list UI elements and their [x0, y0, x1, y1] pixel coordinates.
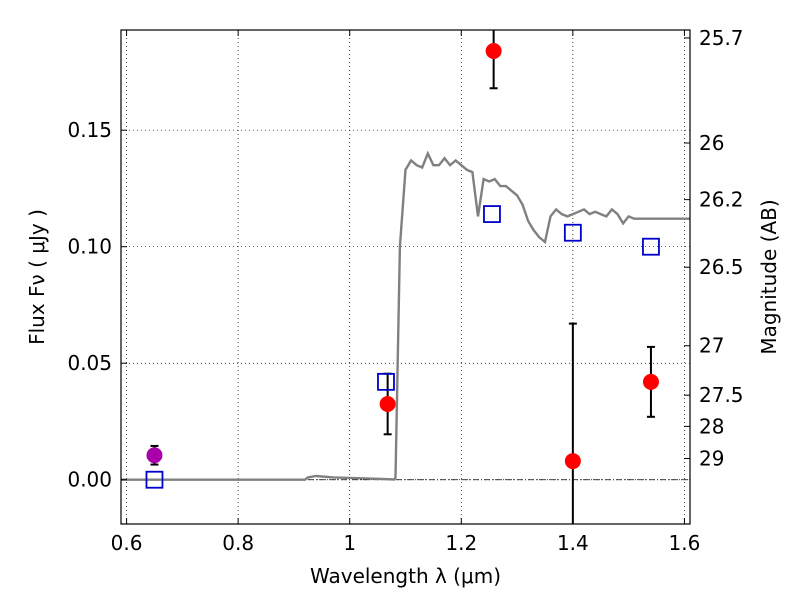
y-axis-label: Flux Fν ( μJy ) — [25, 209, 49, 345]
x-tick-label: 1 — [343, 531, 356, 555]
model-spectrum — [121, 150, 690, 481]
right-y-tick-label: 25.7 — [699, 26, 744, 50]
right-y-tick-label: 27 — [699, 334, 724, 358]
model-photometry-points — [145, 205, 660, 489]
x-tick-label: 0.8 — [222, 531, 254, 555]
x-axis-label: Wavelength λ (μm) — [310, 564, 501, 588]
model-photometry-square — [145, 470, 164, 489]
right-y-tick-label: 27.5 — [699, 383, 744, 407]
y-tick-label: 0.10 — [67, 235, 112, 259]
y-tick-label: 0.15 — [67, 118, 112, 142]
right-y-tick-label: 26.5 — [699, 255, 744, 279]
axis-ticks: 0.6 0.8 1 1.2 1.4 1.6 0.00 0.05 0.10 0.15 25.7 26 26… — [67, 26, 743, 555]
x-tick-label: 1.4 — [557, 531, 589, 555]
right-y-tick-label: 29 — [699, 447, 724, 471]
right-y-tick-label: 28 — [699, 414, 724, 438]
right-y-tick-label: 26 — [699, 131, 724, 155]
x-tick-label: 1.2 — [445, 531, 477, 555]
x-tick-label: 0.6 — [111, 531, 143, 555]
grid — [121, 30, 690, 524]
observed-photometry-point — [379, 395, 396, 412]
right-y-axis-label: Magnitude (AB) — [757, 199, 781, 354]
model-spectrum-line — [121, 150, 690, 481]
y-tick-label: 0.05 — [67, 351, 112, 375]
x-tick-label: 1.6 — [669, 531, 701, 555]
error-bars — [150, 30, 655, 524]
y-tick-label: 0.00 — [67, 468, 112, 492]
model-photometry-square — [483, 205, 501, 223]
observed-photometry-point — [642, 373, 659, 390]
observed-photometry-points — [146, 42, 659, 470]
right-y-tick-label: 26.2 — [699, 188, 744, 212]
observed-photometry-point — [485, 42, 502, 59]
model-photometry-square — [642, 237, 660, 256]
model-photometry-square — [563, 223, 582, 242]
observed-photometry-point — [146, 447, 163, 464]
plot-frame — [120, 29, 691, 525]
model-photometry-square — [377, 372, 395, 391]
observed-photometry-point — [564, 453, 581, 470]
